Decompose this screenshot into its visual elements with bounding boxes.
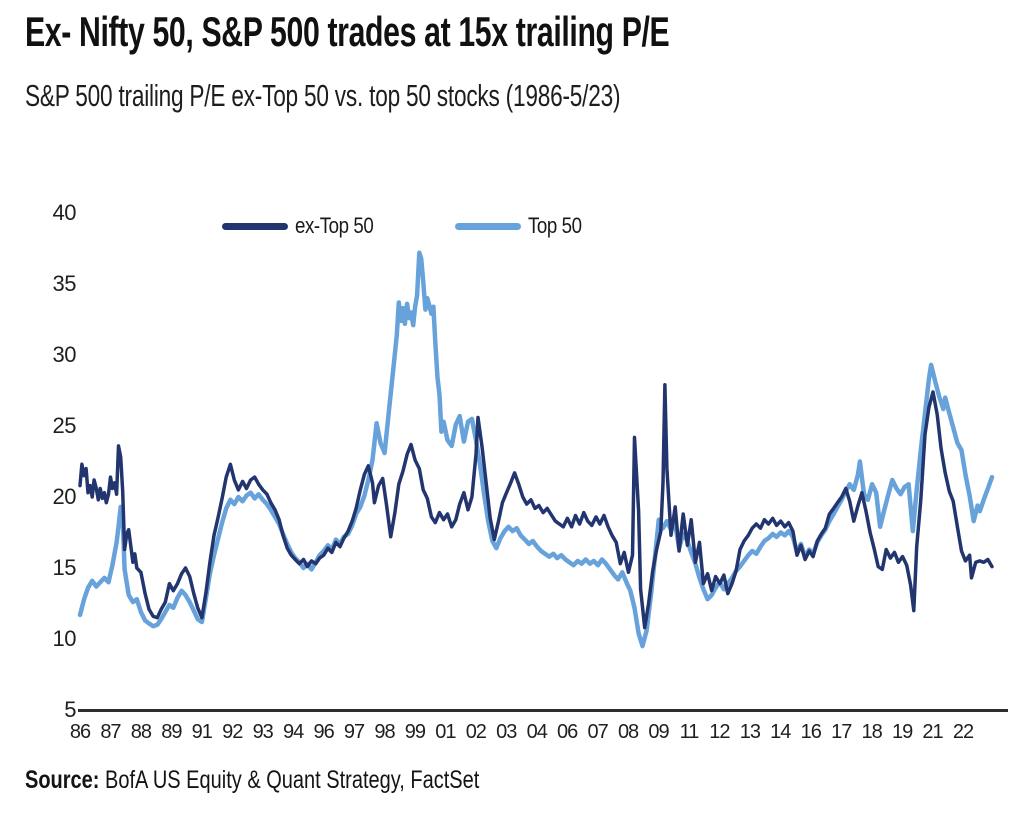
x-tick-label: 91 — [191, 721, 213, 743]
legend-item-top-50: Top 50 — [455, 213, 591, 239]
chart-subtitle: S&P 500 trailing P/E ex-Top 50 vs. top 5… — [25, 78, 621, 113]
x-tick-label: 13 — [739, 721, 761, 743]
x-tick-label: 92 — [222, 721, 243, 743]
series-line-ex-top-50 — [78, 383, 994, 630]
y-tick-label: 5 — [64, 697, 76, 722]
y-tick-label: 10 — [52, 626, 77, 651]
x-tick-label: 19 — [891, 721, 913, 743]
x-tick-label: 99 — [404, 721, 426, 743]
source-label: Source: — [25, 766, 100, 794]
x-tick-label: 16 — [800, 721, 822, 743]
series-line-top-50 — [77, 250, 995, 649]
x-tick-label: 18 — [861, 721, 883, 743]
x-tick-label: 96 — [313, 721, 334, 743]
x-tick-label: 17 — [831, 721, 852, 743]
x-tick-label: 87 — [100, 721, 121, 743]
x-axis-line — [78, 709, 1008, 712]
x-tick-label: 88 — [130, 721, 152, 743]
x-tick-label: 02 — [465, 721, 487, 743]
x-tick-label: 07 — [587, 721, 608, 743]
x-tick-label: 06 — [557, 721, 578, 743]
x-tick-label: 98 — [374, 721, 395, 743]
legend-item-ex-top-50: ex-Top 50 — [222, 213, 387, 239]
x-tick-label: 97 — [343, 721, 365, 743]
x-tick-label: 93 — [252, 721, 274, 743]
x-tick-label: 12 — [709, 721, 730, 743]
x-tick-label: 09 — [648, 721, 669, 743]
x-tick-label: 94 — [283, 721, 304, 743]
y-tick-label: 15 — [52, 555, 77, 580]
chart-title: Ex- Nifty 50, S&P 500 trades at 15x trai… — [25, 8, 670, 55]
x-tick-label: 21 — [922, 721, 943, 743]
x-tick-label: 03 — [496, 721, 517, 743]
x-tick-label: 01 — [435, 721, 456, 743]
y-tick-label: 25 — [52, 413, 77, 438]
ex-top-50-line-swatch — [222, 222, 288, 230]
source-line: Source: BofA US Equity & Quant Strategy,… — [25, 766, 479, 795]
x-tick-label: 11 — [679, 721, 700, 743]
top-50-line-swatch — [455, 222, 521, 230]
y-tick-label: 30 — [52, 342, 77, 367]
y-tick-label: 20 — [52, 484, 77, 509]
legend-label-ex-top-50: ex-Top 50 — [295, 213, 374, 238]
source-text: BofA US Equity & Quant Strategy, FactSet — [99, 766, 480, 794]
x-tick-label: 89 — [161, 721, 182, 743]
x-tick-label: 86 — [69, 721, 91, 743]
x-tick-label: 04 — [526, 721, 548, 743]
x-tick-label: 08 — [617, 721, 639, 743]
legend-label-top-50: Top 50 — [528, 213, 582, 238]
x-tick-label: 22 — [952, 721, 974, 743]
y-tick-label: 35 — [52, 271, 77, 296]
x-tick-label: 14 — [770, 721, 791, 743]
y-tick-label: 40 — [52, 200, 77, 225]
